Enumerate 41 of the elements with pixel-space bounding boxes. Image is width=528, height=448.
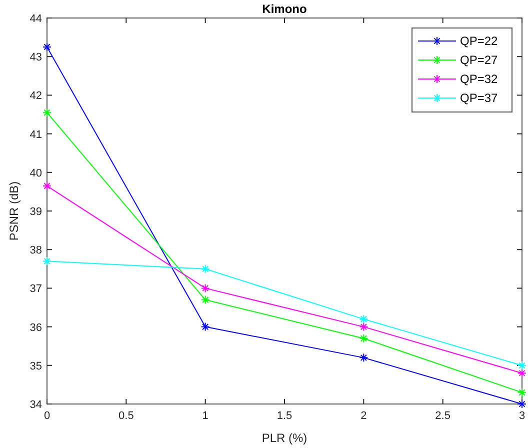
y-tick-label: 38 bbox=[30, 244, 42, 257]
point bbox=[42, 42, 52, 52]
y-tick-label: 40 bbox=[30, 167, 42, 180]
point bbox=[200, 284, 210, 293]
legend-label: QP=27 bbox=[460, 53, 498, 67]
x-tick-label: 1.5 bbox=[276, 410, 292, 422]
y-tick-label: 34 bbox=[30, 399, 42, 411]
point bbox=[518, 368, 526, 378]
point bbox=[518, 360, 526, 370]
point bbox=[200, 264, 210, 274]
point bbox=[359, 314, 368, 324]
x-axis-title: PLR (%) bbox=[262, 431, 308, 445]
legend-label: QP=37 bbox=[460, 91, 498, 105]
point bbox=[42, 256, 52, 266]
x-tick-label: 2 bbox=[360, 410, 367, 422]
y-tick-label: 39 bbox=[30, 206, 42, 218]
point bbox=[359, 322, 368, 332]
x-tick-label: 0.5 bbox=[118, 410, 134, 422]
point bbox=[42, 108, 52, 118]
x-tick-label: 1 bbox=[202, 410, 208, 422]
legend-label: QP=22 bbox=[460, 34, 498, 48]
y-tick-label: 44 bbox=[30, 13, 42, 25]
y-tick-label: 43 bbox=[30, 52, 42, 64]
point bbox=[42, 181, 52, 190]
chart-title: Kimono bbox=[262, 2, 307, 16]
y-tick-label: 36 bbox=[30, 322, 42, 334]
y-tick-label: 35 bbox=[30, 360, 42, 372]
point bbox=[518, 388, 526, 397]
x-tick-label: 0 bbox=[44, 410, 50, 422]
y-tick-label: 41 bbox=[30, 128, 42, 141]
point bbox=[518, 400, 526, 408]
point bbox=[200, 295, 210, 304]
point bbox=[359, 334, 368, 343]
point bbox=[359, 353, 368, 362]
point bbox=[200, 322, 210, 332]
y-axis-title: PSNR (dB) bbox=[7, 181, 21, 241]
y-tick-label: 37 bbox=[30, 283, 42, 296]
y-tick-label: 42 bbox=[30, 90, 42, 102]
x-tick-label: 2.5 bbox=[435, 410, 450, 422]
x-tick-label: 3 bbox=[518, 410, 526, 422]
legend-label: QP=32 bbox=[460, 72, 498, 86]
